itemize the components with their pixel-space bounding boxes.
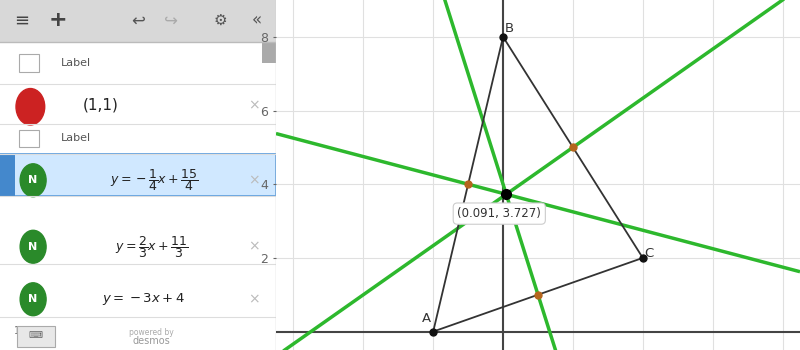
Text: $y = \dfrac{2}{3}x + \dfrac{11}{3}$: $y = \dfrac{2}{3}x + \dfrac{11}{3}$ (115, 234, 189, 260)
Bar (262, 42, 276, 63)
Bar (17, 326, 55, 346)
Bar (0, 0, 276, 42)
Text: C: C (645, 247, 654, 260)
Circle shape (20, 283, 46, 316)
Text: B: B (505, 22, 514, 35)
Text: (1,1): (1,1) (83, 98, 118, 112)
Text: N: N (29, 294, 38, 304)
Text: ⚙: ⚙ (214, 13, 228, 28)
Bar (19, 54, 38, 72)
Bar (0, 154, 15, 196)
Text: Label: Label (61, 133, 91, 143)
Text: powered by: powered by (130, 328, 174, 337)
Circle shape (20, 164, 46, 197)
Text: A: A (422, 312, 431, 325)
Text: $y = -3x + 4$: $y = -3x + 4$ (102, 291, 185, 307)
Bar (19, 130, 38, 147)
Text: (0.091, 3.727): (0.091, 3.727) (458, 207, 542, 220)
Text: 10: 10 (14, 326, 26, 336)
Text: ↪: ↪ (164, 11, 178, 29)
Text: Label: Label (61, 58, 91, 68)
Text: $y = -\dfrac{1}{4}x + \dfrac{15}{4}$: $y = -\dfrac{1}{4}x + \dfrac{15}{4}$ (110, 167, 199, 193)
Text: ×: × (248, 240, 260, 254)
Text: N: N (29, 242, 38, 252)
Text: N: N (29, 175, 38, 185)
Text: desmos: desmos (133, 336, 170, 346)
Bar (0, 154, 276, 196)
Text: ≡: ≡ (14, 11, 30, 29)
Circle shape (16, 89, 45, 125)
Text: ×: × (248, 98, 260, 112)
Text: ⌨: ⌨ (29, 330, 43, 340)
Text: ×: × (248, 173, 260, 187)
Text: ×: × (248, 292, 260, 306)
Text: ↩: ↩ (131, 11, 145, 29)
Text: +: + (49, 10, 67, 30)
Text: «: « (252, 11, 262, 29)
Circle shape (20, 230, 46, 263)
